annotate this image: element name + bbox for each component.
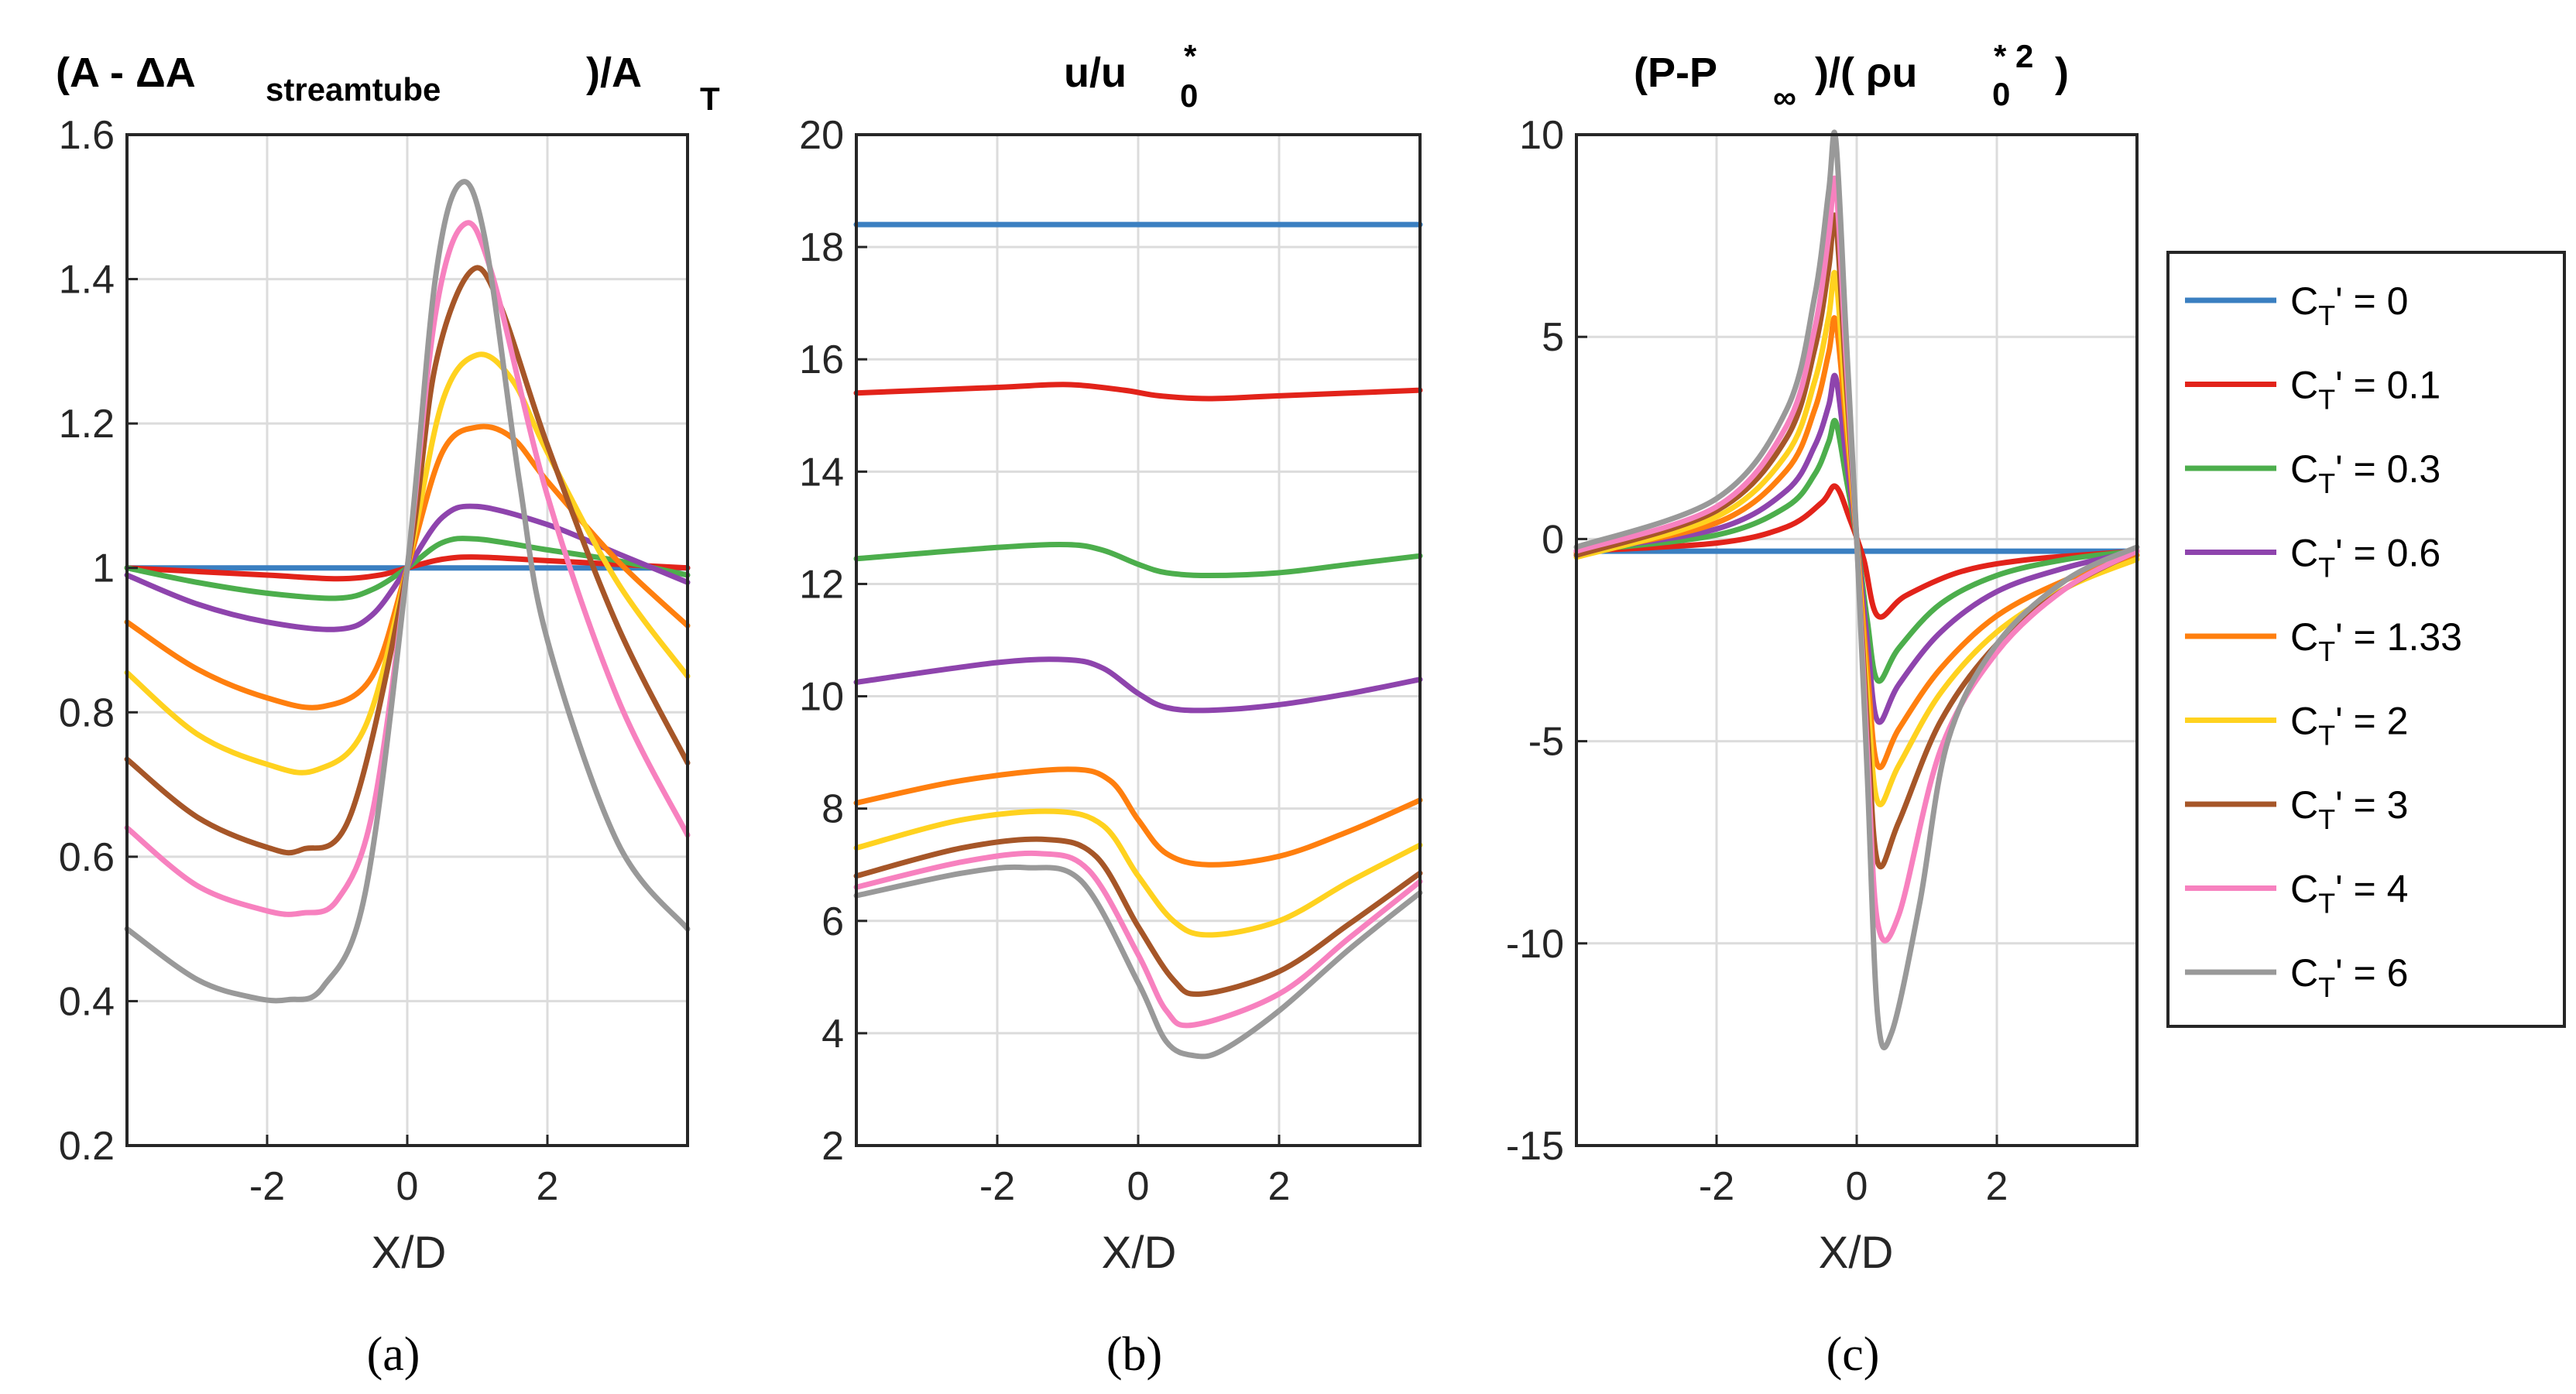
grid-b <box>856 135 1420 1146</box>
legend-label: CT' = 6 <box>2290 951 2408 1003</box>
y-tick-label-a: 0.6 <box>59 835 115 880</box>
legend-label: CT' = 4 <box>2290 868 2408 920</box>
x-tick-label-a: 0 <box>396 1164 419 1209</box>
y-tick-label-a: 0.4 <box>59 979 115 1024</box>
title-b-part1: u/u <box>1064 50 1127 96</box>
y-tick-label-a: 1.6 <box>59 113 115 158</box>
y-tick-label-c: -10 <box>1506 922 1564 967</box>
xlabel-a: X/D <box>372 1228 447 1278</box>
panel-label-c: (c) <box>1827 1328 1880 1381</box>
y-tick-label-a: 1.4 <box>59 258 115 303</box>
series-line-a-6 <box>124 265 691 856</box>
axes-box-a <box>125 133 689 1147</box>
series-b <box>853 221 1423 1060</box>
legend-label: CT' = 1.33 <box>2290 615 2462 667</box>
y-tick-label-b: 4 <box>822 1012 844 1057</box>
panel-label-b: (b) <box>1106 1328 1162 1381</box>
title-a-sub1: streamtube <box>266 71 441 108</box>
ticks-a: -2 0 2 0.2 0.4 0.6 0.8 1 1.2 1.4 1.6 <box>59 113 559 1209</box>
y-tick-label-a: 0.8 <box>59 690 115 735</box>
x-tick-label-a: -2 <box>249 1164 285 1209</box>
ticks-b: -2 0 2 2 4 6 8 10 12 14 16 18 20 <box>799 113 1290 1209</box>
series-c <box>1573 129 2140 1050</box>
y-tick-label-b: 10 <box>799 675 844 720</box>
y-tick-label-c: -15 <box>1506 1124 1564 1169</box>
legend-label: CT' = 3 <box>2290 783 2408 835</box>
y-tick-label-b: 12 <box>799 562 844 607</box>
series-line-b-8 <box>853 864 1423 1060</box>
x-tick-label-c: -2 <box>1699 1164 1734 1209</box>
legend-box <box>2166 251 2566 1028</box>
legend-label: CT' = 0 <box>2290 279 2408 331</box>
y-tick-label-b: 18 <box>799 225 844 270</box>
y-tick-label-c: -5 <box>1528 720 1564 765</box>
series-line-b-5 <box>853 808 1423 938</box>
x-tick-label-b: 2 <box>1268 1164 1291 1209</box>
series-line-a-5 <box>124 351 691 776</box>
y-tick-label-b: 8 <box>822 787 844 832</box>
title-c-part3: ) <box>2055 50 2069 96</box>
y-tick-label-b: 16 <box>799 337 844 382</box>
title-c-sub1: ∞ <box>1773 79 1796 115</box>
legend: CT' = 0 CT' = 0.1 CT' = 0.3 CT' = 0.6 CT' = … <box>2166 251 2566 1028</box>
x-tick-label-a: 2 <box>537 1164 559 1209</box>
legend-items: CT' = 0 CT' = 0.1 CT' = 0.3 CT' = 0.6 CT' = … <box>2185 279 2462 1003</box>
ticks-c: -2 0 2 -15 -10 -5 0 5 10 <box>1506 113 2008 1209</box>
title-c-part1: (P-P <box>1634 50 1717 96</box>
series-line-b-7 <box>853 850 1423 1029</box>
legend-label: CT' = 0.1 <box>2290 364 2441 416</box>
title-b-sub: 0 <box>1180 77 1198 114</box>
y-tick-label-a: 1.2 <box>59 402 115 447</box>
title-c-sub2: 0 <box>1992 76 2010 112</box>
x-tick-label-c: 2 <box>1986 1164 2008 1209</box>
series-line-b-2 <box>853 542 1423 579</box>
panel-a: (A - ΔA streamtube )/A T -2 0 2 0.2 0.4 0.6 0.… <box>56 50 720 1381</box>
panel-b: u/u * 0 -2 0 2 2 4 6 8 10 12 14 16 18 20 X/D (b) <box>799 38 1423 1381</box>
title-a-part1: (A - ΔA <box>56 50 196 96</box>
xlabel-b: X/D <box>1102 1228 1177 1278</box>
y-tick-label-c: 0 <box>1542 517 1564 562</box>
y-tick-label-b: 6 <box>822 899 844 944</box>
series-line-a-8 <box>124 179 691 1004</box>
panel-label-a: (a) <box>367 1328 420 1381</box>
title-c-part2: )/( ρu <box>1815 50 1917 96</box>
grid-c <box>1576 135 2137 1146</box>
y-tick-label-a: 0.2 <box>59 1124 115 1169</box>
y-tick-label-c: 10 <box>1519 113 1564 158</box>
series-line-b-3 <box>853 656 1423 714</box>
title-c-sup: * 2 <box>1994 38 2033 74</box>
title-a-sub2: T <box>700 80 720 117</box>
y-tick-label-b: 20 <box>799 113 844 158</box>
panel-c: (P-P ∞ )/( ρu * 2 0 ) -2 0 2 -15 -10 -5 0 5 10 X… <box>1506 38 2140 1381</box>
series-line-c-8 <box>1573 129 2140 1050</box>
series-line-b-4 <box>853 766 1423 868</box>
x-tick-label-c: 0 <box>1846 1164 1868 1209</box>
title-a-part2: )/A <box>586 50 642 96</box>
series-a <box>124 179 691 1004</box>
title-b-sup: * <box>1184 38 1197 74</box>
axes-box-b <box>855 133 1422 1147</box>
x-tick-label-b: -2 <box>979 1164 1015 1209</box>
grid-a <box>127 135 688 1146</box>
legend-label: CT' = 2 <box>2290 700 2408 752</box>
legend-label: CT' = 0.6 <box>2290 532 2441 584</box>
series-line-b-6 <box>853 836 1423 997</box>
y-tick-label-a: 1 <box>92 546 115 591</box>
y-tick-label-c: 5 <box>1542 315 1564 360</box>
y-tick-label-b: 2 <box>822 1124 844 1169</box>
legend-label: CT' = 0.3 <box>2290 447 2441 499</box>
axes-box-c <box>1575 133 2139 1147</box>
y-tick-label-b: 14 <box>799 450 844 495</box>
series-line-b-1 <box>853 382 1423 402</box>
x-tick-label-b: 0 <box>1127 1164 1150 1209</box>
xlabel-c: X/D <box>1819 1228 1894 1278</box>
